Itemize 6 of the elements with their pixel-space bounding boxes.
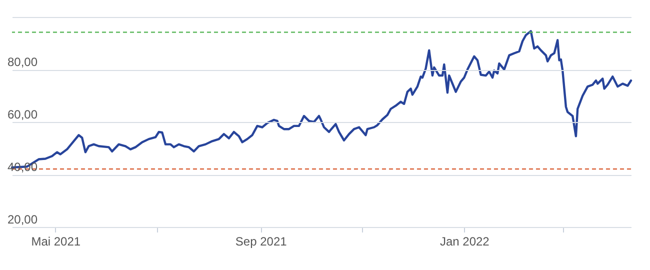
y-tick-label: 20,00	[8, 212, 38, 226]
y-tick-label: 80,00	[8, 55, 38, 69]
x-tick-label: Mai 2021	[31, 234, 81, 248]
x-tick-label: Sep 2021	[235, 234, 288, 248]
y-tick-label: 60,00	[8, 108, 38, 122]
x-tick-label: Jan 2022	[440, 234, 490, 248]
